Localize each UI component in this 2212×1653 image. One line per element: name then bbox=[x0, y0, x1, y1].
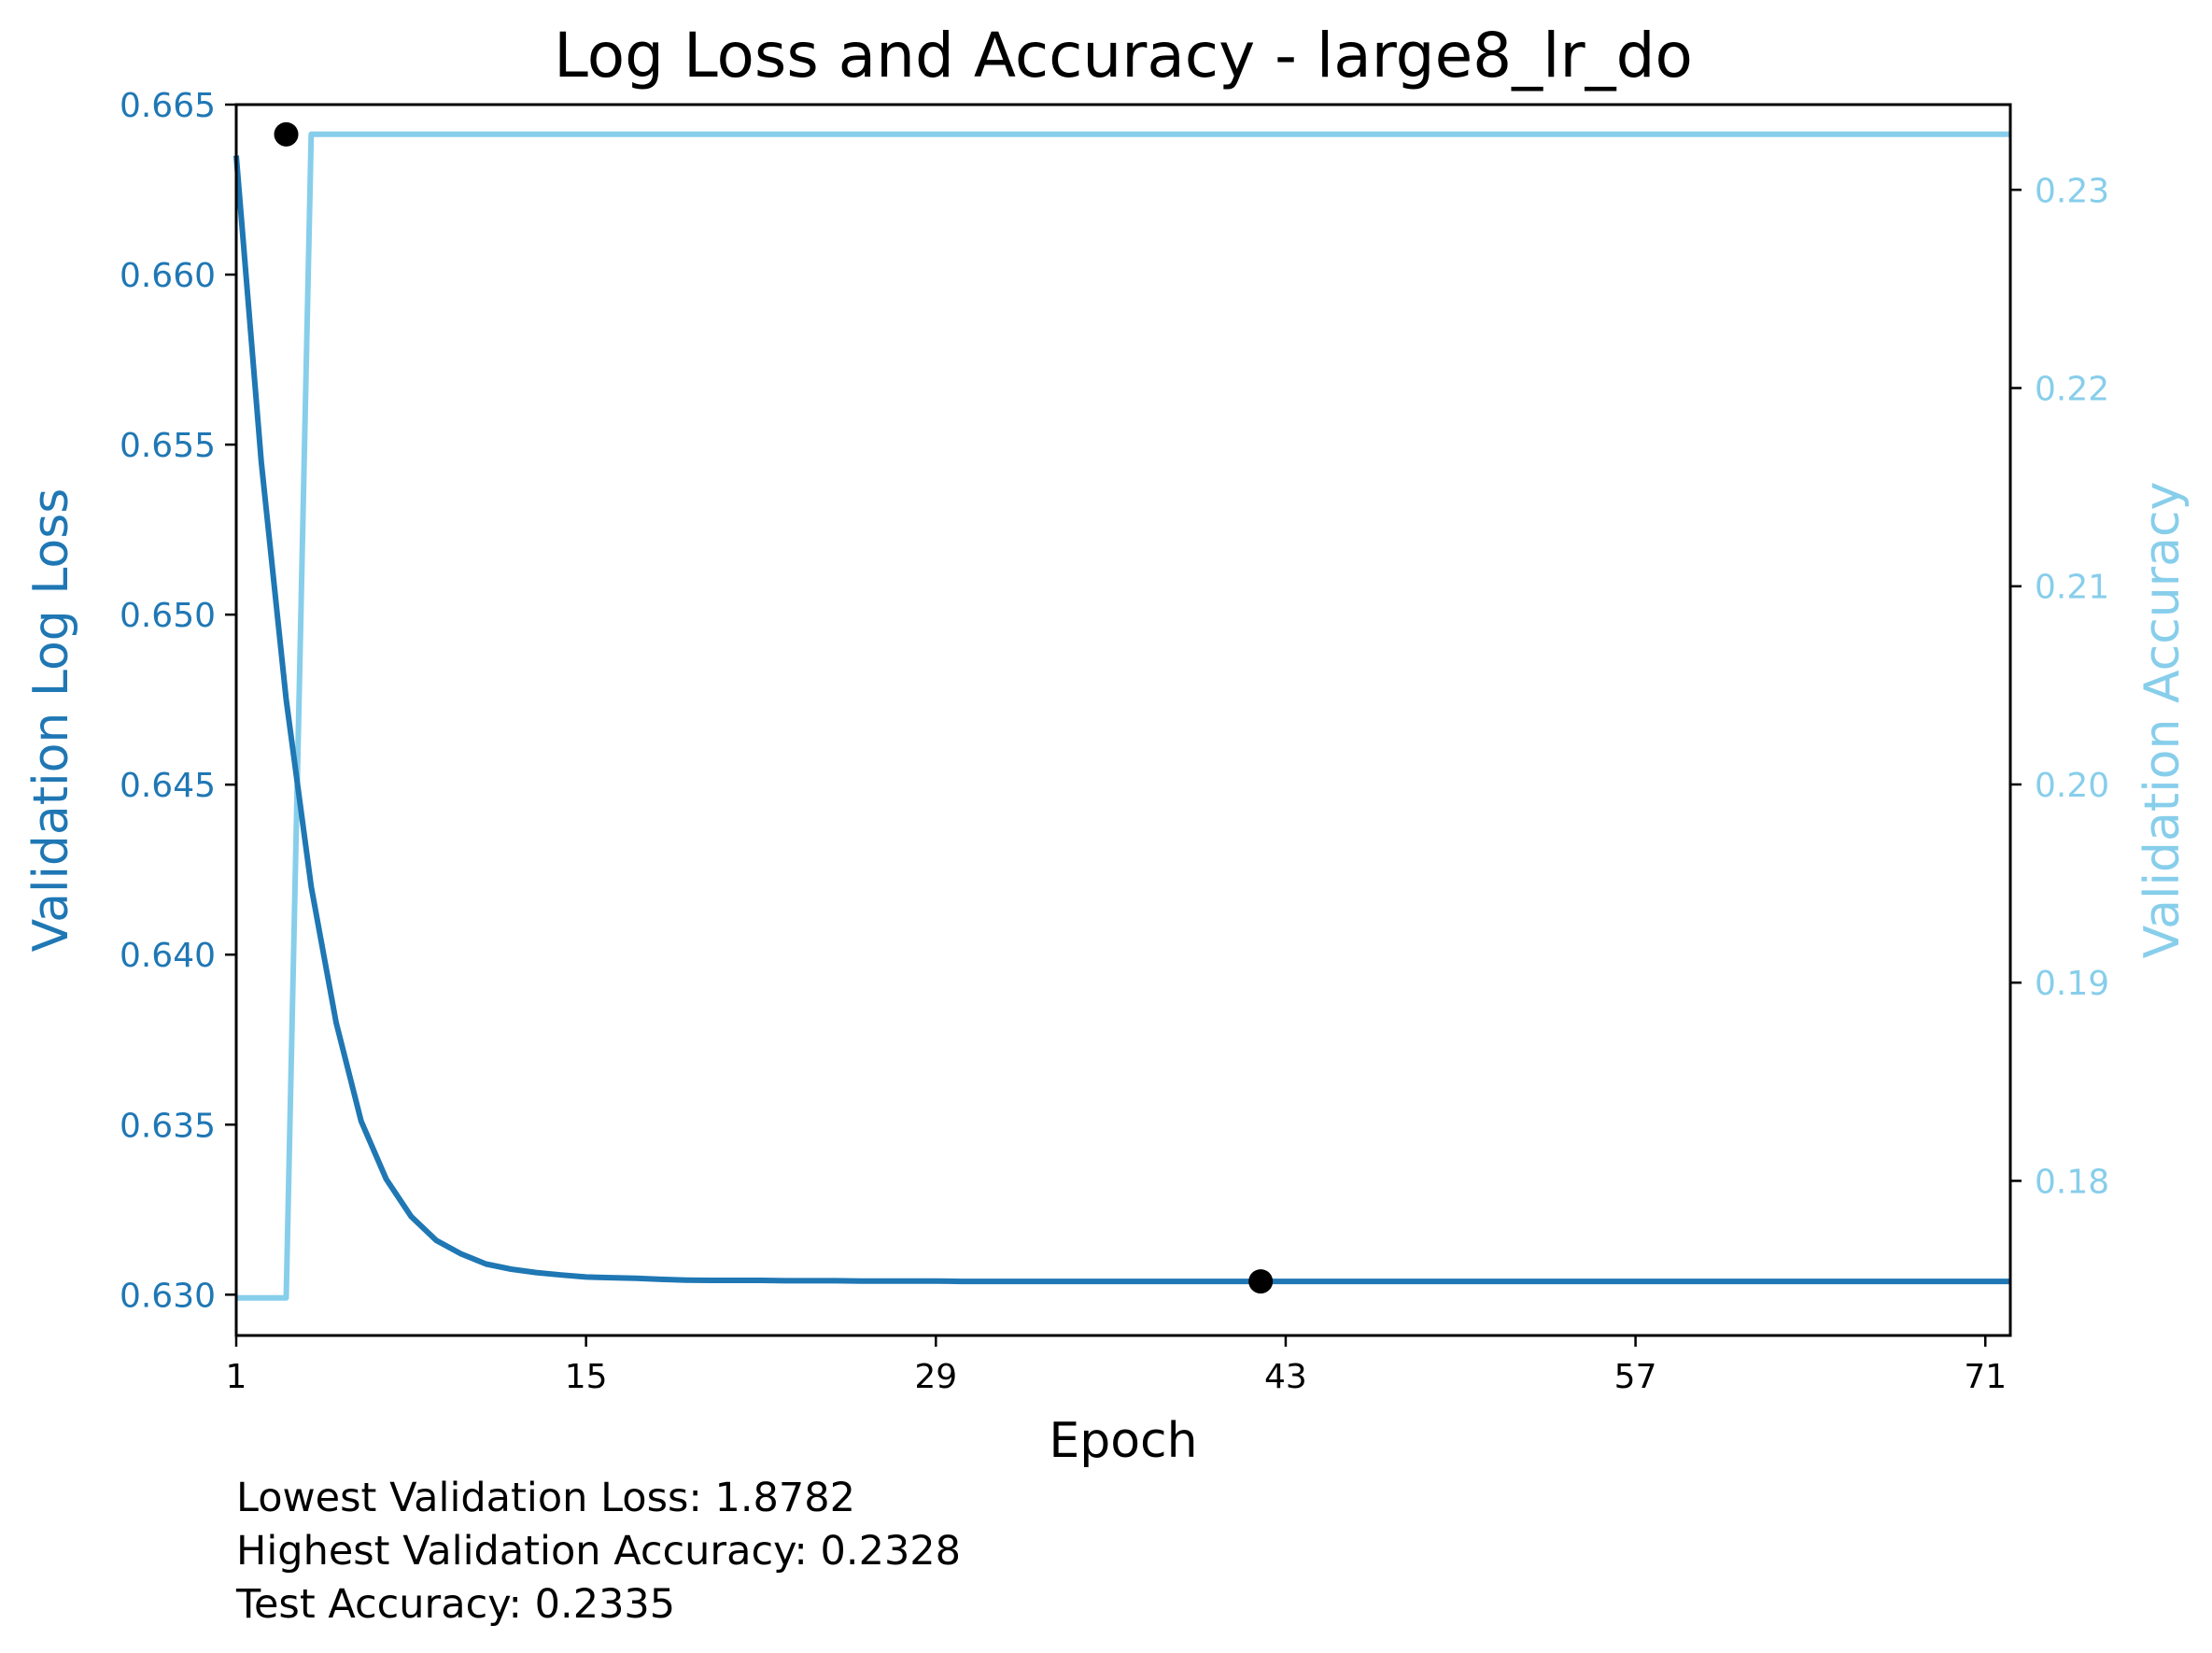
series-validation-accuracy bbox=[236, 131, 2010, 1301]
y-left-tick-label: 0.635 bbox=[120, 1107, 216, 1145]
x-tick-label: 57 bbox=[1614, 1358, 1657, 1396]
y-right-tick-label: 0.19 bbox=[2035, 965, 2109, 1003]
y-axis-label-right: Validation Accuracy bbox=[2135, 482, 2191, 959]
y-right-tick-label: 0.23 bbox=[2035, 172, 2109, 210]
chart-title: Log Loss and Accuracy - large8_lr_do bbox=[554, 20, 1693, 92]
axes: 1 15 29 43 57 71 0.630 0.635 0.640 0.645 0.650 0.65… bbox=[120, 87, 2109, 1396]
stats-summary: Lowest Validation Loss: 1.8782 Highest V… bbox=[236, 1472, 961, 1632]
y-left-tick-label: 0.645 bbox=[120, 767, 216, 805]
y-left-tick-label: 0.650 bbox=[120, 597, 216, 635]
y-left-tick-label: 0.665 bbox=[120, 87, 216, 125]
x-tick-label: 15 bbox=[565, 1358, 608, 1396]
y-left-tick-label: 0.640 bbox=[120, 937, 216, 975]
test-accuracy: Test Accuracy: 0.2335 bbox=[236, 1581, 676, 1628]
y-left-tick-label: 0.630 bbox=[120, 1277, 216, 1315]
y-left-tick-label: 0.660 bbox=[120, 257, 216, 295]
plot-frame bbox=[234, 103, 2012, 1337]
y-right-tick-label: 0.21 bbox=[2035, 569, 2109, 607]
y-right-tick-label: 0.22 bbox=[2035, 371, 2109, 409]
marker-best-accuracy bbox=[274, 121, 299, 147]
plot-area bbox=[233, 121, 2010, 1301]
y-right-tick-label: 0.20 bbox=[2035, 767, 2109, 805]
series-validation-log-loss bbox=[233, 155, 2010, 1285]
marker-lowest-loss bbox=[1248, 1269, 1274, 1294]
y-axis-label-left: Validation Log Loss bbox=[23, 488, 79, 953]
y-right-tick-label: 0.18 bbox=[2035, 1163, 2109, 1201]
x-tick-label: 1 bbox=[226, 1358, 247, 1396]
x-axis-label: Epoch bbox=[1049, 1413, 1197, 1469]
x-tick-label: 71 bbox=[1964, 1358, 2007, 1396]
lowest-validation-loss: Lowest Validation Loss: 1.8782 bbox=[236, 1475, 855, 1521]
x-tick-label: 29 bbox=[914, 1358, 957, 1396]
highest-validation-accuracy: Highest Validation Accuracy: 0.2328 bbox=[236, 1528, 962, 1575]
y-left-tick-label: 0.655 bbox=[120, 427, 216, 465]
x-tick-label: 43 bbox=[1264, 1358, 1307, 1396]
